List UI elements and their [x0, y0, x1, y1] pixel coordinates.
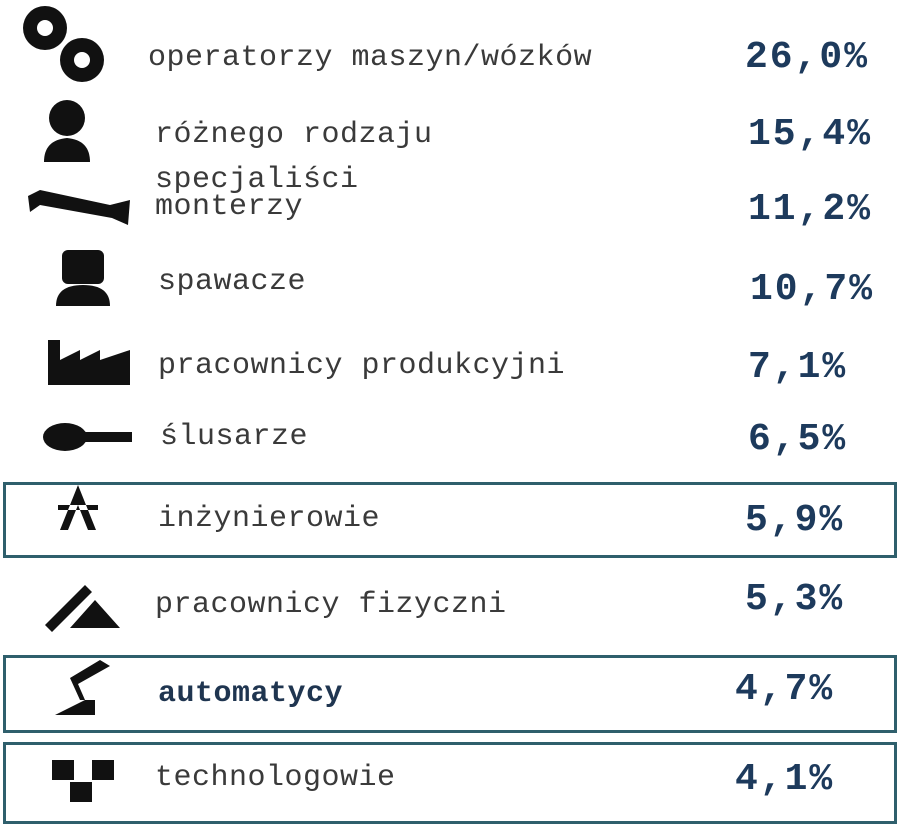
item-value: 11,2% [748, 188, 873, 231]
robot-icon [55, 660, 110, 715]
item-label: ślusarze [160, 420, 309, 454]
person-icon [44, 138, 90, 162]
item-label: pracownicy produkcyjni [158, 349, 566, 383]
item-label: operatorzy maszyn/wózków [148, 41, 593, 75]
item-label: automatycy [158, 677, 344, 711]
factory-icon [48, 340, 130, 385]
item-value: 15,4% [748, 113, 873, 156]
item-value: 5,3% [745, 578, 845, 621]
item-value: 5,9% [745, 499, 845, 542]
person-icon [49, 100, 85, 136]
item-label: monterzy [155, 190, 304, 224]
key-icon [43, 423, 87, 451]
pylon-icon [58, 485, 98, 530]
pickaxe-icon [45, 585, 120, 632]
item-label: spawacze [158, 265, 307, 299]
item-value: 10,7% [750, 268, 875, 311]
item-label: pracownicy fizyczni [155, 588, 507, 622]
item-label: inżynierowie [158, 502, 381, 536]
item-value: 26,0% [745, 36, 870, 79]
welder-icon [62, 250, 104, 284]
item-value: 4,7% [735, 668, 835, 711]
highlight-box [3, 655, 897, 733]
item-label: specjaliści [155, 163, 359, 197]
highlight-box [3, 482, 897, 558]
blocks-icon [52, 760, 74, 780]
item-value: 6,5% [748, 418, 848, 461]
item-value: 7,1% [748, 346, 848, 389]
item-label: technologowie [155, 761, 396, 795]
item-label: różnego rodzaju [155, 118, 433, 152]
wrench-icon [28, 190, 130, 225]
item-value: 4,1% [735, 758, 835, 801]
